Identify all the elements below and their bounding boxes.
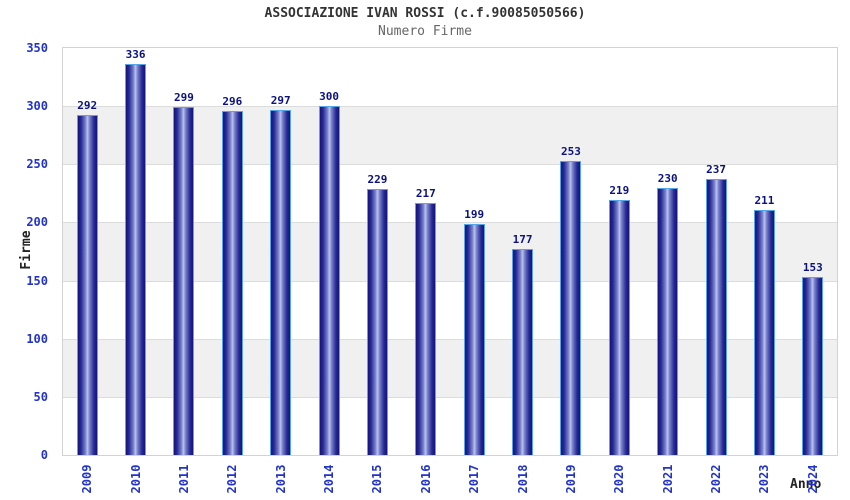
gridline [63, 396, 837, 398]
bar-2022 [705, 179, 727, 455]
x-tick-label: 2020 [612, 464, 627, 494]
chart-subtitle: Numero Firme [378, 24, 472, 39]
bar-value-label: 219 [609, 184, 630, 198]
y-tick-label: 200 [26, 215, 48, 230]
chart-title: ASSOCIAZIONE IVAN ROSSI (c.f.90085050566… [264, 6, 586, 21]
x-tick-label: 2010 [128, 464, 143, 494]
bar-value-label: 230 [657, 171, 678, 185]
bar-2021 [657, 187, 679, 455]
bar-2020 [608, 200, 630, 455]
y-tick-label: 250 [26, 157, 48, 172]
bar-2023 [753, 209, 775, 455]
gridline [63, 106, 837, 108]
y-tick-label: 0 [40, 448, 48, 462]
x-tick-label: 2013 [273, 464, 288, 494]
x-tick-label: 2016 [418, 464, 433, 494]
bar-2012 [221, 110, 243, 455]
bar-value-label: 199 [464, 207, 485, 221]
bar-value-label: 296 [222, 94, 243, 108]
bar-value-label: 153 [802, 261, 823, 275]
x-tick-label: 2015 [370, 464, 385, 494]
x-tick-label: 2023 [757, 464, 772, 494]
bar-2018 [512, 249, 534, 455]
bar-value-label: 211 [754, 193, 775, 207]
y-tick-label: 350 [26, 41, 48, 55]
y-tick-label: 150 [26, 273, 48, 288]
gridline [63, 280, 837, 282]
y-tick-label: 100 [26, 331, 48, 346]
bar-2019 [560, 160, 582, 455]
bar-value-label: 292 [77, 99, 98, 113]
x-tick-label: 2014 [322, 464, 337, 494]
bar-2010 [125, 64, 147, 455]
bar-2014 [318, 106, 340, 455]
bar-value-label: 253 [561, 144, 581, 158]
bar-value-label: 300 [319, 90, 339, 104]
x-tick-label: 2022 [709, 464, 724, 494]
x-tick-label: 2012 [225, 464, 240, 494]
gridline [63, 338, 837, 340]
bar-value-label: 299 [174, 91, 194, 105]
x-tick-label: 2021 [660, 464, 675, 494]
gridline [63, 222, 837, 224]
y-axis-label: Firme [19, 230, 34, 270]
bar-2011 [173, 107, 195, 455]
x-tick-label: 2009 [80, 464, 95, 494]
bar-value-label: 297 [270, 93, 291, 107]
bar-2024 [802, 277, 824, 455]
x-tick-label: 2024 [805, 464, 820, 494]
bar-2017 [463, 223, 485, 455]
bar-2015 [366, 188, 388, 455]
bar-value-label: 237 [706, 163, 726, 177]
plot-area: 292 336 299 296 297 300 229 217 199 177 253 219 230 2… [62, 47, 838, 456]
bar-2009 [76, 115, 98, 455]
bar-value-label: 177 [512, 233, 533, 247]
x-tick-label: 2017 [467, 464, 482, 494]
bar-value-label: 229 [367, 172, 388, 186]
y-tick-label: 50 [33, 389, 48, 404]
bar-2013 [270, 109, 292, 455]
bar-value-label: 217 [415, 186, 436, 200]
y-tick-label: 300 [26, 99, 48, 114]
bar-value-label: 336 [125, 48, 146, 62]
x-tick-label: 2019 [563, 464, 578, 494]
x-axis-label: Anno [790, 477, 822, 492]
x-tick-label: 2018 [515, 464, 530, 494]
bar-2016 [415, 202, 437, 455]
gridline [63, 164, 837, 166]
x-tick-label: 2011 [176, 464, 191, 494]
